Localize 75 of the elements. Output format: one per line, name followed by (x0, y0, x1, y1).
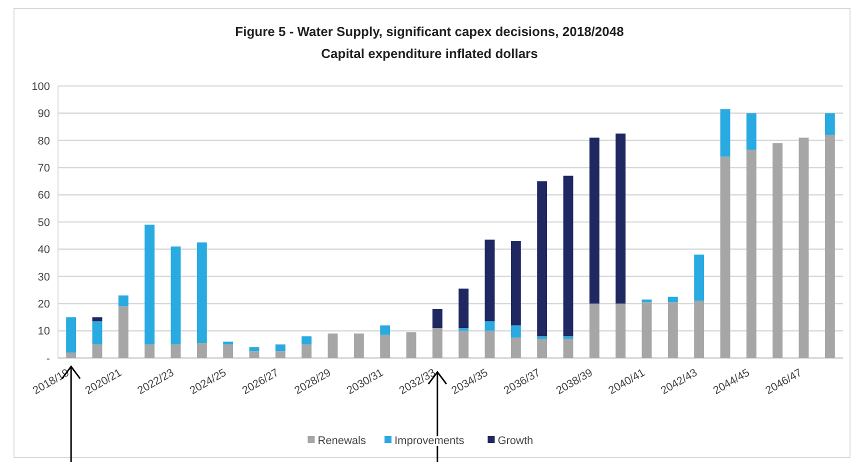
bar (746, 113, 756, 150)
bar (92, 321, 102, 344)
bar (458, 330, 469, 358)
bar (380, 334, 390, 358)
bar (170, 344, 181, 358)
bar (824, 113, 835, 135)
bar (589, 138, 600, 304)
bar (380, 325, 390, 335)
bar (772, 143, 783, 358)
bar (249, 347, 260, 352)
bar (720, 109, 730, 157)
bar (406, 332, 416, 358)
bar (616, 304, 626, 358)
bar (563, 338, 574, 358)
y-tick-label: 30 (38, 271, 50, 284)
bar (118, 306, 128, 358)
bar (510, 325, 521, 338)
bar (66, 317, 76, 353)
bar (275, 344, 286, 352)
bar (798, 138, 809, 358)
bar (537, 181, 548, 336)
bar (537, 336, 548, 339)
bar (328, 334, 338, 358)
bar (458, 328, 469, 331)
bar (118, 295, 128, 306)
bar (223, 342, 234, 344)
bar (668, 296, 678, 302)
y-tick-label: 40 (38, 244, 50, 256)
legend-label: Growth (498, 435, 534, 447)
y-tick-label: 50 (38, 216, 50, 229)
chart-title: Figure 5 - Water Supply, significant capex decisions, 2018/2048 (235, 24, 624, 39)
bar (563, 176, 574, 336)
bar (223, 344, 234, 358)
chart-subtitle: Capital expenditure inflated dollars (321, 46, 538, 61)
bar (144, 344, 155, 358)
y-tick-label: - (46, 352, 50, 365)
bar (92, 317, 102, 322)
bar (484, 330, 495, 358)
legend-label: Renewals (318, 435, 366, 447)
bar (537, 338, 548, 358)
bar (824, 134, 835, 358)
y-tick-label: 100 (32, 80, 50, 93)
bar (720, 156, 730, 358)
bar (275, 351, 286, 358)
bar (746, 150, 756, 358)
bar (510, 338, 521, 358)
bar (563, 336, 574, 339)
bar (302, 336, 312, 344)
bar (694, 300, 704, 358)
bar (668, 302, 678, 358)
bar (249, 351, 260, 358)
bar (196, 343, 207, 358)
bar (354, 334, 364, 358)
bar (616, 134, 626, 304)
bar (66, 352, 76, 358)
y-tick-label: 90 (38, 108, 50, 120)
y-tick-label: 70 (38, 162, 50, 174)
bar (484, 321, 495, 331)
bar (432, 309, 442, 328)
y-tick-label: 10 (38, 326, 50, 338)
bar (642, 302, 652, 358)
bar (432, 328, 442, 358)
bar (484, 240, 495, 322)
bar (144, 224, 155, 344)
bar (458, 288, 469, 328)
y-tick-label: 20 (38, 298, 50, 310)
bar (302, 344, 312, 358)
bar (170, 246, 181, 344)
y-tick-label: 80 (38, 135, 50, 148)
bar (510, 241, 521, 326)
bar (694, 254, 704, 301)
y-tick-label: 60 (38, 190, 50, 202)
bar (92, 344, 102, 358)
bar (196, 242, 207, 344)
bar (589, 304, 600, 358)
